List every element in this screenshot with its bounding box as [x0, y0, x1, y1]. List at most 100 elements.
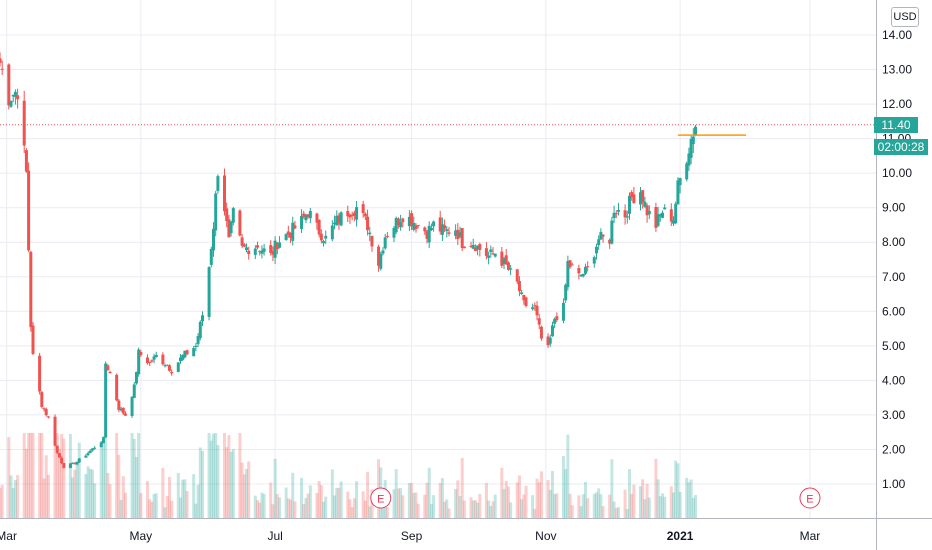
- volume-bar: [90, 469, 94, 518]
- candle-body: [656, 214, 660, 226]
- volume-bar: [493, 494, 497, 518]
- candle-body: [429, 227, 433, 231]
- volume-bar: [623, 489, 627, 518]
- volume-bar: [53, 433, 57, 518]
- candle-body: [533, 305, 537, 307]
- volume-bar: [62, 438, 66, 518]
- candle-body: [71, 462, 75, 464]
- volume-bar: [330, 469, 334, 518]
- volume-bar: [500, 467, 504, 518]
- volume-bar: [44, 455, 48, 518]
- volume-bar: [306, 493, 310, 518]
- candle-body: [561, 302, 565, 321]
- candle-body: [68, 463, 72, 468]
- candle-body: [570, 264, 574, 266]
- y-tick-label: 1.00: [882, 477, 906, 491]
- volume-bar: [423, 494, 427, 518]
- candle-body: [286, 231, 290, 235]
- volume-bar: [489, 506, 493, 518]
- volume-bar: [641, 479, 645, 518]
- candle-body: [123, 413, 127, 416]
- volume-bar: [231, 448, 235, 518]
- candle-body: [509, 268, 513, 270]
- candle-body: [366, 216, 370, 231]
- volume-bar: [260, 492, 264, 518]
- candle-body: [165, 365, 169, 367]
- currency-badge[interactable]: USD: [891, 7, 919, 27]
- volume-bar: [185, 491, 189, 518]
- candle-body: [583, 266, 587, 274]
- volume-bar: [253, 495, 257, 518]
- candle-body: [440, 224, 444, 235]
- volume-bar: [412, 492, 416, 518]
- candle-body: [38, 355, 42, 392]
- candle-body: [396, 218, 400, 226]
- volume-bar: [293, 501, 297, 518]
- volume-bar: [694, 495, 698, 518]
- candle-body: [132, 384, 136, 398]
- volume-bar: [586, 498, 590, 518]
- candle-body: [392, 227, 396, 238]
- candle-body: [291, 222, 295, 241]
- candle-body: [106, 365, 110, 371]
- volume-bar: [612, 501, 616, 518]
- y-tick-label: 10.00: [882, 166, 912, 180]
- volume-bar: [647, 497, 651, 518]
- candle-body: [599, 231, 603, 240]
- volume-bar: [119, 499, 123, 518]
- candle-body: [148, 361, 152, 363]
- volume-bar: [300, 477, 304, 518]
- volume-bar: [181, 479, 185, 518]
- volume-bar: [469, 497, 473, 518]
- candle-body: [300, 215, 304, 229]
- volume-bar: [456, 480, 460, 518]
- candle-body: [658, 214, 662, 217]
- volume-bar: [471, 500, 475, 518]
- candle-body: [414, 225, 418, 230]
- volume-bar: [394, 469, 398, 518]
- volume-bar: [627, 469, 631, 518]
- candle-body: [346, 211, 350, 217]
- volume-bar: [9, 475, 13, 518]
- volume-bar: [674, 460, 678, 518]
- candle-body: [46, 416, 50, 418]
- candle-body: [289, 232, 293, 238]
- candle-body: [553, 318, 557, 324]
- volume-bar: [491, 501, 495, 518]
- volume-bar: [656, 479, 660, 518]
- volume-bar: [625, 509, 629, 518]
- candle-body: [88, 450, 92, 454]
- candle-body: [672, 220, 676, 224]
- y-tick-label: 4.00: [882, 373, 906, 387]
- candle-body: [612, 212, 616, 219]
- candle-body: [253, 248, 257, 255]
- volume-bar: [302, 504, 306, 518]
- volume-bar: [123, 492, 127, 518]
- candle-body: [273, 240, 277, 258]
- candle-body: [104, 363, 108, 438]
- candle-body: [564, 284, 568, 301]
- candle-body: [42, 408, 46, 410]
- volume-bar: [515, 482, 519, 518]
- volume-bar: [548, 489, 552, 518]
- volume-bar: [368, 506, 372, 518]
- candle-body: [537, 318, 541, 325]
- volume-bar: [410, 482, 414, 518]
- volume-bar: [672, 492, 676, 518]
- candle-body: [654, 207, 658, 228]
- volume-bar: [460, 457, 464, 518]
- candle-body: [178, 357, 182, 362]
- candle-body: [22, 100, 26, 146]
- volume-bar: [42, 478, 46, 518]
- volume-bar: [60, 434, 64, 518]
- candle-body: [337, 215, 341, 224]
- volume-bar: [258, 502, 262, 518]
- volume-bar: [275, 494, 279, 518]
- volume-bar: [473, 500, 477, 518]
- volume-bar: [40, 433, 44, 518]
- candle-body: [608, 239, 612, 244]
- candle-body: [227, 219, 231, 238]
- candle-body: [577, 268, 581, 274]
- volume-bar: [610, 459, 614, 518]
